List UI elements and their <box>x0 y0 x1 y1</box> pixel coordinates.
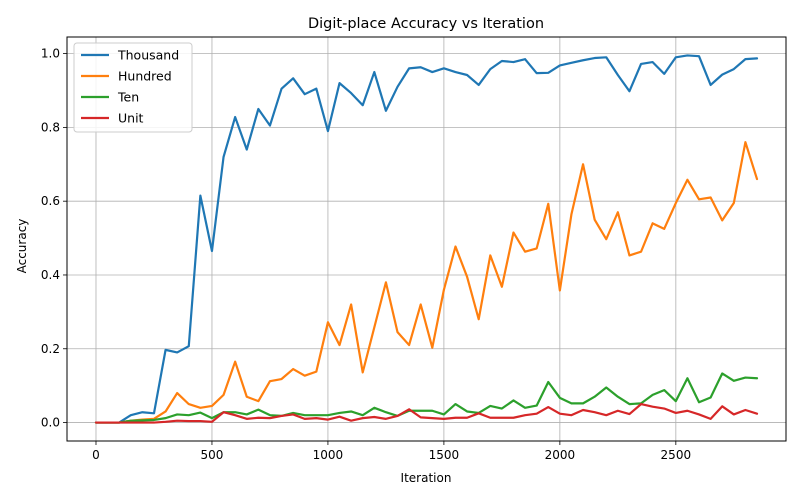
series-line-hundred <box>94 141 759 424</box>
x-tick-label: 1000 <box>313 448 344 462</box>
series-line-unit <box>94 403 759 424</box>
plot-frame <box>66 36 787 442</box>
y-axis-label: Accuracy <box>15 219 29 274</box>
y-tick-label: 0.2 <box>41 342 60 356</box>
y-tick-label: 0.4 <box>41 268 60 282</box>
series-lines <box>94 54 759 424</box>
legend-label-thousand: Thousand <box>117 48 179 63</box>
legend-box <box>73 42 193 133</box>
legend-label-ten: Ten <box>117 90 139 105</box>
x-tick-label: 2500 <box>661 448 692 462</box>
legend-label-unit: Unit <box>118 111 144 126</box>
x-tick-label: 500 <box>201 448 224 462</box>
series-line-ten <box>94 372 759 424</box>
grid <box>67 37 786 441</box>
series-line-thousand <box>94 54 759 424</box>
x-tick-label: 1500 <box>429 448 460 462</box>
y-tick-label: 0.6 <box>41 194 60 208</box>
x-tick-label: 0 <box>92 448 100 462</box>
x-tick-label: 2000 <box>545 448 576 462</box>
chart-title: Digit-place Accuracy vs Iteration <box>308 16 544 32</box>
legend: Thousand Hundred Ten Unit <box>73 42 193 133</box>
y-tick-label: 0.0 <box>41 416 60 430</box>
y-tick-label: 0.8 <box>41 120 60 134</box>
legend-label-hundred: Hundred <box>118 69 172 84</box>
axis-ticks: 0 500 1000 1500 2000 2500 0.0 0.2 0.4 0.6 0.8 1.0 <box>41 47 691 462</box>
x-axis-label: Iteration <box>401 471 452 485</box>
y-tick-label: 1.0 <box>41 47 60 61</box>
